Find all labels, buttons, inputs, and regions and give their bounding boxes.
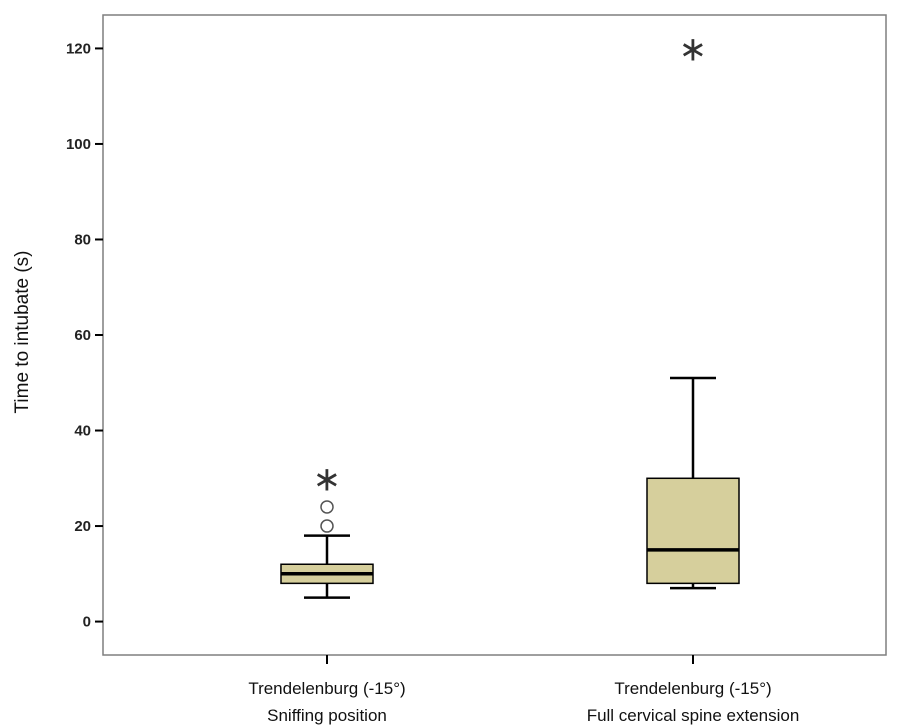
extreme-point: ∗ — [679, 29, 708, 69]
x-tick-label: Trendelenburg (-15°) Sniffing position — [248, 679, 405, 725]
y-tick-label: 0 — [83, 614, 91, 631]
x-tick-label-line: Full cervical spine extension — [587, 706, 800, 725]
x-tick-label-line: Trendelenburg (-15°) — [614, 679, 771, 698]
y-tick-label: 40 — [74, 423, 91, 440]
y-tick-label: 60 — [74, 327, 91, 344]
y-tick-label: 100 — [66, 136, 91, 153]
x-tick-label-line: Trendelenburg (-15°) — [248, 679, 405, 698]
outlier-point — [320, 500, 334, 514]
x-axis: Trendelenburg (-15°) Sniffing positionTre… — [248, 655, 799, 725]
y-tick-label: 20 — [74, 518, 91, 535]
y-axis-title: Time to intubate (s) — [12, 251, 33, 414]
box-group: ∗ — [280, 459, 374, 599]
y-axis: 0 20 40 60 80 100 120 — [66, 40, 103, 631]
iqr-box — [646, 477, 740, 585]
outlier-point — [320, 519, 334, 533]
extreme-point: ∗ — [313, 459, 342, 499]
plot-area — [102, 14, 887, 656]
plot-border — [102, 14, 887, 656]
y-tick-label: 120 — [66, 40, 91, 57]
box-group: ∗ — [646, 29, 740, 590]
x-tick-label: Trendelenburg (-15°) Full cervical spine … — [587, 679, 800, 725]
box-series: ∗∗ — [280, 29, 740, 599]
x-tick-label-line: Sniffing position — [267, 706, 387, 725]
y-tick-label: 80 — [74, 231, 91, 248]
